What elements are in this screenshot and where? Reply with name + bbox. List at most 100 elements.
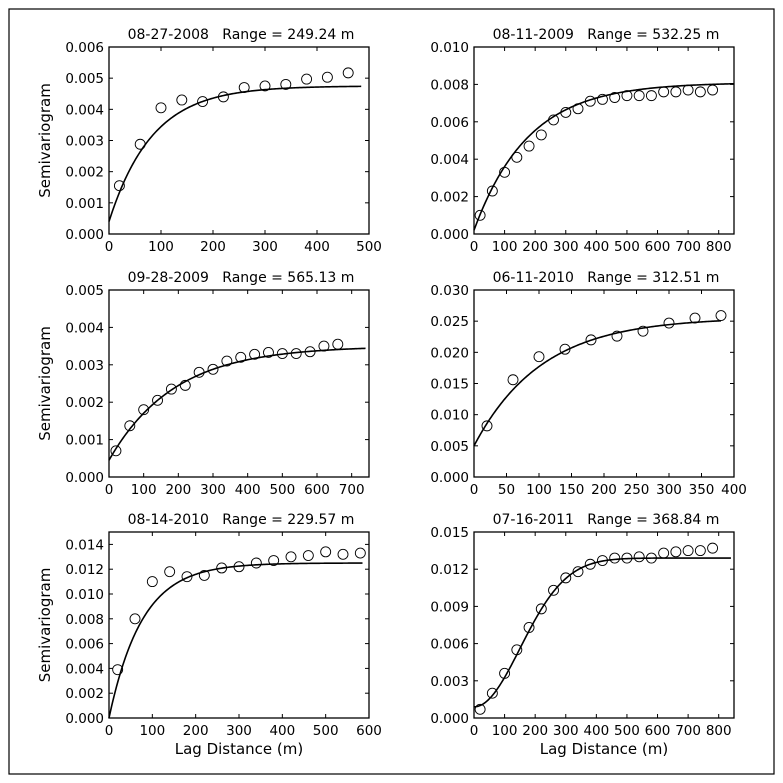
data-point — [250, 557, 262, 569]
data-point — [164, 566, 176, 578]
data-point — [280, 78, 292, 90]
data-point — [301, 73, 313, 85]
data-point — [302, 550, 314, 562]
data-point — [207, 363, 219, 375]
x-tick-label: 800 — [706, 239, 732, 255]
y-tick-label: 0.000 — [430, 470, 469, 486]
y-tick-label: 0.012 — [65, 562, 104, 578]
subplot-title: 08-11-2009 Range = 532.25 m — [493, 27, 720, 43]
data-point — [658, 86, 670, 98]
x-tick-label: 300 — [553, 239, 579, 255]
x-tick-label: 500 — [356, 239, 382, 255]
data-point — [572, 566, 584, 578]
data-point — [179, 379, 191, 391]
model-curve — [108, 347, 366, 461]
data-point — [689, 312, 701, 324]
axes-frame — [473, 46, 735, 235]
data-point — [268, 555, 280, 566]
x-tick-label: 300 — [252, 239, 278, 255]
data-point — [621, 552, 633, 564]
subplot-title: 09-28-2009 Range = 565.13 m — [128, 270, 355, 286]
data-point — [138, 404, 150, 416]
x-tick-label: 400 — [235, 482, 261, 498]
data-point — [597, 555, 608, 566]
x-tick-label: 0 — [470, 723, 479, 739]
data-point — [560, 106, 572, 118]
x-tick-label: 300 — [553, 723, 579, 739]
y-tick-label: 0.002 — [65, 165, 104, 181]
data-point — [318, 340, 330, 352]
y-tick-label: 0.003 — [430, 674, 469, 690]
y-tick-label: 0.010 — [65, 587, 104, 603]
data-point — [511, 151, 523, 163]
data-point — [511, 644, 523, 656]
x-tick-label: 200 — [183, 723, 209, 739]
data-point — [233, 561, 245, 573]
x-tick-label: 0 — [105, 723, 114, 739]
x-tick-label: 0 — [470, 482, 479, 498]
y-tick-label: 0.030 — [430, 283, 469, 299]
axes-frame — [473, 531, 735, 719]
y-tick-label: 0.004 — [65, 102, 104, 118]
x-tick-label: 700 — [675, 239, 701, 255]
figure-border — [8, 8, 775, 775]
data-point — [507, 374, 519, 386]
y-tick-label: 0.005 — [65, 71, 104, 87]
axes-frame — [473, 289, 735, 478]
x-tick-label: 100 — [492, 723, 518, 739]
y-tick-label: 0.015 — [430, 525, 469, 541]
y-tick-label: 0.020 — [430, 345, 469, 361]
data-point — [193, 366, 205, 378]
subplot-1: 0 100 200 300 400 500 0.000 0.001 0.002 0.003 0.00… — [36, 27, 382, 255]
data-point — [176, 94, 188, 106]
data-point — [474, 703, 486, 715]
data-point — [633, 90, 645, 102]
data-point — [113, 180, 125, 192]
subplot-title: 06-11-2010 Range = 312.51 m — [493, 270, 720, 286]
data-point — [276, 348, 288, 360]
x-tick-label: 350 — [689, 482, 715, 498]
data-point — [152, 394, 163, 406]
subplot-2: 0 100 200 300 400 500 600 700 800 0.000 0.002 0.004… — [430, 27, 735, 255]
data-point — [670, 86, 682, 98]
y-tick-label: 0.012 — [430, 562, 469, 578]
subplot-title: 07-16-2011 Range = 368.84 m — [493, 512, 720, 528]
x-tick-label: 400 — [583, 239, 609, 255]
data-point — [285, 551, 297, 563]
data-point — [221, 355, 233, 367]
data-point — [337, 548, 349, 560]
subplot-6: 0 100 200 300 400 500 600 700 800 0.000 0.003 0.006… — [430, 512, 735, 758]
data-point — [559, 343, 571, 355]
x-tick-label: 200 — [165, 482, 191, 498]
data-point — [585, 334, 597, 346]
data-point — [165, 383, 177, 395]
data-point — [217, 91, 229, 103]
x-tick-label: 400 — [304, 239, 330, 255]
data-point — [715, 310, 727, 322]
x-tick-label: 50 — [498, 482, 515, 498]
y-tick-label: 0.008 — [65, 612, 104, 628]
y-axis-label: Semivariogram — [36, 83, 54, 198]
model-curve — [473, 319, 722, 447]
data-point — [523, 140, 535, 152]
model-curve — [108, 85, 362, 222]
data-point — [707, 542, 719, 554]
y-tick-label: 0.004 — [430, 152, 469, 168]
x-tick-label: 100 — [131, 482, 157, 498]
data-point — [112, 664, 124, 676]
data-point — [304, 346, 316, 358]
data-point — [637, 325, 649, 337]
y-tick-label: 0.003 — [65, 358, 104, 374]
data-point — [572, 103, 584, 115]
axes-frame — [108, 289, 370, 478]
x-tick-label: 600 — [304, 482, 330, 498]
subplot-title: 08-14-2010 Range = 229.57 m — [128, 512, 355, 528]
x-tick-label: 300 — [200, 482, 226, 498]
x-tick-label: 700 — [675, 723, 701, 739]
y-tick-label: 0.005 — [65, 283, 104, 299]
data-point — [181, 571, 193, 583]
subplot-title: 08-27-2008 Range = 249.24 m — [128, 27, 355, 43]
x-tick-label: 0 — [105, 239, 114, 255]
data-point — [263, 347, 274, 358]
x-tick-label: 500 — [614, 239, 640, 255]
